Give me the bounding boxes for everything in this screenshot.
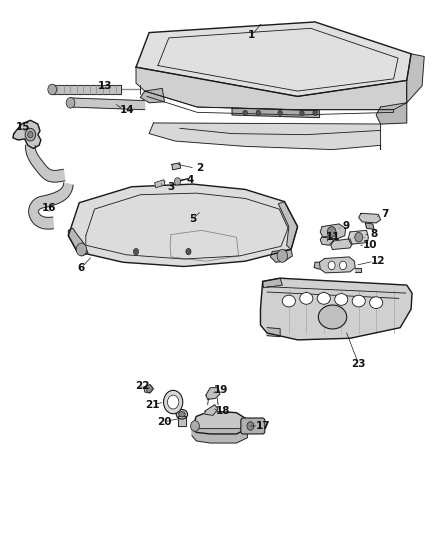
Text: 13: 13: [98, 81, 113, 91]
Ellipse shape: [283, 295, 295, 307]
FancyBboxPatch shape: [241, 418, 265, 434]
Text: 21: 21: [145, 400, 160, 410]
Circle shape: [355, 232, 363, 242]
Polygon shape: [263, 278, 283, 288]
Text: 14: 14: [120, 104, 134, 115]
Polygon shape: [267, 328, 280, 337]
Circle shape: [186, 248, 191, 255]
Text: 7: 7: [381, 209, 389, 220]
Text: 8: 8: [371, 229, 378, 239]
Circle shape: [277, 249, 288, 262]
Polygon shape: [149, 123, 381, 150]
Circle shape: [134, 248, 139, 255]
Polygon shape: [261, 278, 412, 340]
Polygon shape: [319, 257, 355, 273]
Circle shape: [247, 422, 254, 430]
Polygon shape: [365, 223, 374, 229]
Text: 5: 5: [189, 214, 196, 224]
Circle shape: [48, 84, 57, 95]
Polygon shape: [348, 230, 368, 244]
Text: 17: 17: [255, 421, 270, 431]
Circle shape: [66, 98, 75, 108]
Ellipse shape: [300, 293, 313, 304]
Circle shape: [28, 132, 33, 138]
Text: 11: 11: [326, 232, 341, 243]
Circle shape: [25, 128, 35, 141]
Circle shape: [278, 110, 283, 116]
Bar: [155, 180, 165, 188]
Polygon shape: [52, 85, 121, 94]
Polygon shape: [320, 224, 346, 239]
Polygon shape: [178, 416, 186, 426]
Polygon shape: [359, 213, 381, 223]
Text: 23: 23: [351, 359, 366, 369]
Circle shape: [256, 110, 261, 116]
Text: 19: 19: [214, 385, 228, 395]
Text: 22: 22: [135, 381, 150, 391]
Text: 15: 15: [16, 122, 31, 132]
Ellipse shape: [317, 293, 330, 304]
Polygon shape: [320, 236, 333, 245]
Text: 20: 20: [157, 417, 172, 427]
Polygon shape: [136, 67, 407, 110]
Polygon shape: [71, 98, 145, 110]
Circle shape: [300, 110, 304, 116]
Polygon shape: [205, 405, 218, 415]
Ellipse shape: [335, 294, 348, 305]
Polygon shape: [331, 239, 352, 249]
Polygon shape: [13, 120, 41, 149]
Circle shape: [163, 390, 183, 414]
Polygon shape: [192, 429, 247, 443]
Text: 2: 2: [196, 163, 203, 173]
Circle shape: [339, 261, 346, 270]
Circle shape: [243, 110, 247, 116]
Polygon shape: [232, 108, 319, 118]
Circle shape: [327, 227, 336, 237]
Polygon shape: [172, 163, 180, 169]
Text: 1: 1: [248, 30, 255, 41]
Circle shape: [191, 421, 199, 431]
Text: 18: 18: [216, 406, 231, 416]
Polygon shape: [206, 387, 220, 399]
Polygon shape: [141, 88, 164, 103]
Polygon shape: [136, 22, 411, 96]
Polygon shape: [25, 145, 65, 182]
Text: 10: 10: [362, 240, 377, 250]
Ellipse shape: [352, 295, 365, 307]
Ellipse shape: [370, 297, 383, 309]
Circle shape: [174, 177, 180, 185]
Polygon shape: [144, 384, 153, 393]
Polygon shape: [355, 268, 361, 272]
Circle shape: [313, 110, 317, 116]
Text: 12: 12: [371, 256, 385, 266]
Circle shape: [76, 243, 87, 256]
Ellipse shape: [179, 411, 185, 417]
Polygon shape: [279, 201, 297, 249]
Polygon shape: [407, 54, 424, 103]
Circle shape: [146, 385, 152, 392]
Polygon shape: [68, 228, 88, 256]
Text: 3: 3: [167, 182, 175, 192]
Ellipse shape: [176, 409, 187, 419]
Polygon shape: [68, 184, 297, 266]
Polygon shape: [192, 411, 247, 434]
Text: 9: 9: [342, 221, 349, 231]
Circle shape: [328, 261, 335, 270]
Polygon shape: [28, 183, 73, 229]
Text: 4: 4: [187, 175, 194, 185]
Circle shape: [167, 395, 179, 409]
Polygon shape: [314, 262, 319, 269]
Text: 6: 6: [78, 263, 85, 272]
Text: 16: 16: [42, 203, 56, 213]
Ellipse shape: [318, 305, 347, 329]
Polygon shape: [376, 103, 407, 124]
Polygon shape: [271, 249, 292, 262]
